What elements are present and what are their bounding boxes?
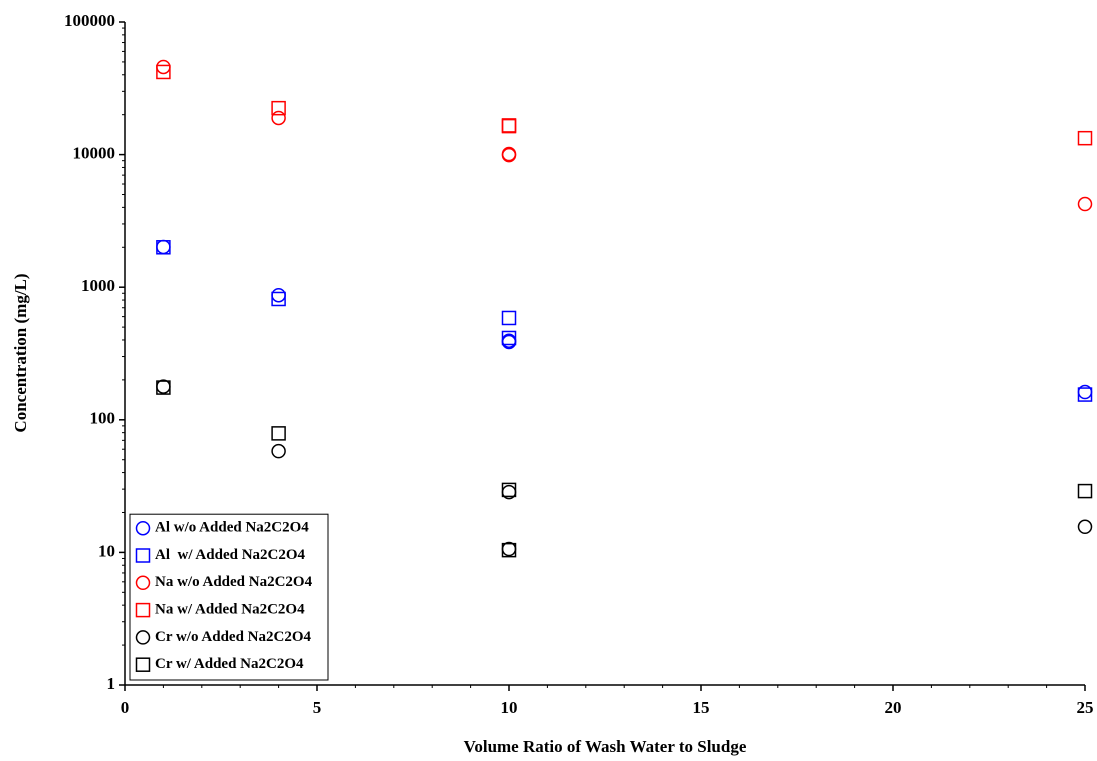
marker-square — [501, 310, 517, 326]
legend-label: Na w/o Added Na2C2O4 — [155, 574, 313, 590]
y-tick-label: 10 — [98, 541, 115, 560]
y-tick-label: 1 — [107, 674, 116, 693]
marker-square — [271, 426, 286, 441]
marker-square — [271, 100, 286, 116]
y-axis-label: Concentration (mg/L) — [11, 273, 30, 432]
legend-label: Cr w/ Added Na2C2O4 — [155, 656, 304, 672]
marker-circle — [271, 443, 286, 459]
marker-circle — [271, 287, 286, 303]
legend-box — [129, 513, 329, 681]
legend-label: Al w/ Added Na2C2O4 — [155, 547, 306, 563]
marker-square — [1077, 387, 1093, 402]
marker-circle — [156, 379, 171, 394]
legend-label: Al w/o Added Na2C2O4 — [155, 520, 309, 536]
y-tick-label: 100000 — [64, 11, 115, 30]
legend-label: Cr w/o Added Na2C2O4 — [155, 629, 311, 645]
x-axis-label: Volume Ratio of Wash Water to Sludge — [464, 737, 747, 756]
marker-square — [271, 291, 286, 307]
y-tick-label: 1000 — [81, 276, 115, 295]
marker-circle — [135, 575, 151, 591]
marker-circle — [1077, 196, 1093, 212]
x-tick-label: 10 — [501, 698, 518, 717]
marker-circle — [501, 146, 517, 162]
marker-circle — [1077, 519, 1093, 535]
marker-square — [156, 240, 171, 255]
x-tick-label: 5 — [313, 698, 322, 717]
marker-circle — [501, 541, 517, 557]
marker-circle — [501, 147, 517, 163]
legend-label: Na w/ Added Na2C2O4 — [155, 602, 305, 618]
x-tick-label: 20 — [885, 698, 902, 717]
marker-circle — [271, 110, 286, 126]
marker-square — [135, 657, 151, 672]
marker-square — [501, 118, 517, 133]
marker-square — [156, 64, 171, 80]
marker-square — [135, 602, 151, 618]
y-tick-label: 10000 — [73, 144, 116, 163]
legend: Al w/o Added Na2C2O4 Al w/ Added Na2C2O4 N… — [129, 513, 329, 681]
marker-circle — [135, 630, 151, 645]
marker-square — [501, 330, 517, 346]
marker-square — [501, 542, 517, 558]
x-tick-label: 0 — [121, 698, 130, 717]
marker-circle — [156, 59, 171, 75]
x-tick-label: 15 — [693, 698, 710, 717]
x-tick-label: 25 — [1077, 698, 1094, 717]
marker-square — [501, 118, 517, 134]
marker-square — [156, 380, 171, 395]
marker-square — [501, 482, 517, 498]
marker-circle — [135, 520, 151, 536]
y-tick-label: 100 — [90, 409, 116, 428]
marker-square — [135, 548, 151, 563]
marker-square — [1077, 483, 1093, 499]
marker-square — [1077, 130, 1093, 146]
marker-circle — [156, 239, 171, 255]
